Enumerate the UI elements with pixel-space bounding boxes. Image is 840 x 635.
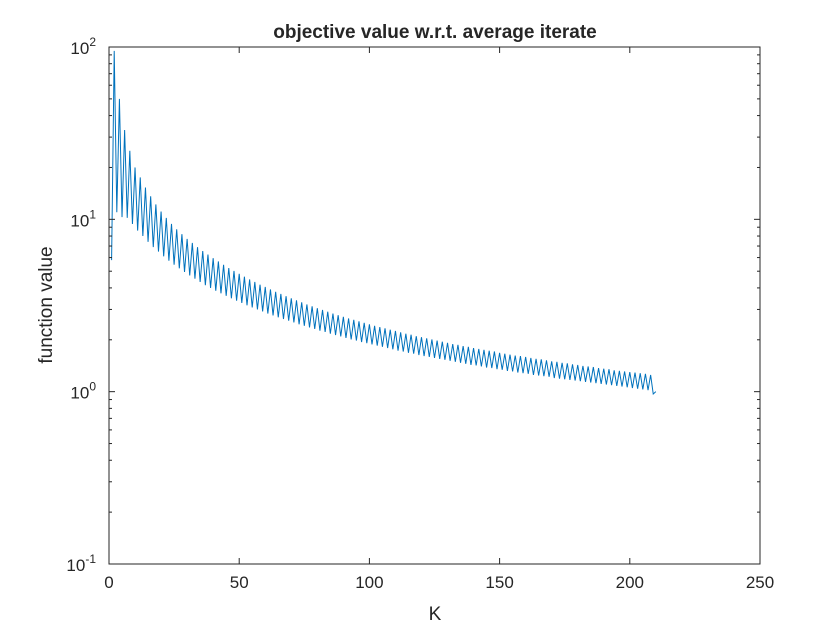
chart-title: objective value w.r.t. average iterate (273, 22, 597, 43)
y-tick-label: 10-1 (66, 552, 96, 575)
x-axis-label: K (429, 604, 442, 625)
y-tick-label: 100 (70, 380, 96, 403)
x-tick-label: 100 (355, 573, 383, 592)
x-tick-label: 250 (746, 573, 774, 592)
plot-area-frame (108, 46, 761, 565)
x-tick-label: 50 (230, 573, 249, 592)
y-axis-label: function value (36, 246, 57, 363)
y-tick-label: 101 (70, 207, 96, 230)
x-tick-label: 200 (616, 573, 644, 592)
y-tick-label: 102 (70, 35, 96, 58)
x-tick-label: 150 (485, 573, 513, 592)
series-line-1 (111, 50, 657, 395)
x-tick-label: 0 (104, 573, 113, 592)
